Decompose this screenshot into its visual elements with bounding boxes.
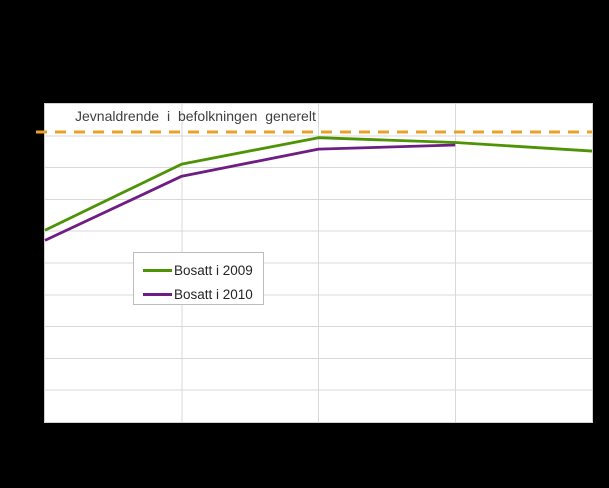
legend-swatch-2010-icon — [143, 292, 172, 296]
legend-label-bosatt-2010: Bosatt i 2010 — [174, 286, 253, 302]
legend-label-bosatt-2009: Bosatt i 2009 — [174, 262, 253, 278]
legend-swatch-2009-icon — [143, 268, 172, 272]
legend: Bosatt i 2009 Bosatt i 2010 — [133, 252, 264, 305]
legend-item-bosatt-2010: Bosatt i 2010 — [143, 284, 263, 304]
plot-area — [36, 103, 593, 423]
legend-item-bosatt-2009: Bosatt i 2009 — [143, 260, 263, 280]
line-chart — [36, 104, 593, 422]
reference-line-label: Jevnaldrende i befolkningen generelt — [75, 108, 316, 124]
